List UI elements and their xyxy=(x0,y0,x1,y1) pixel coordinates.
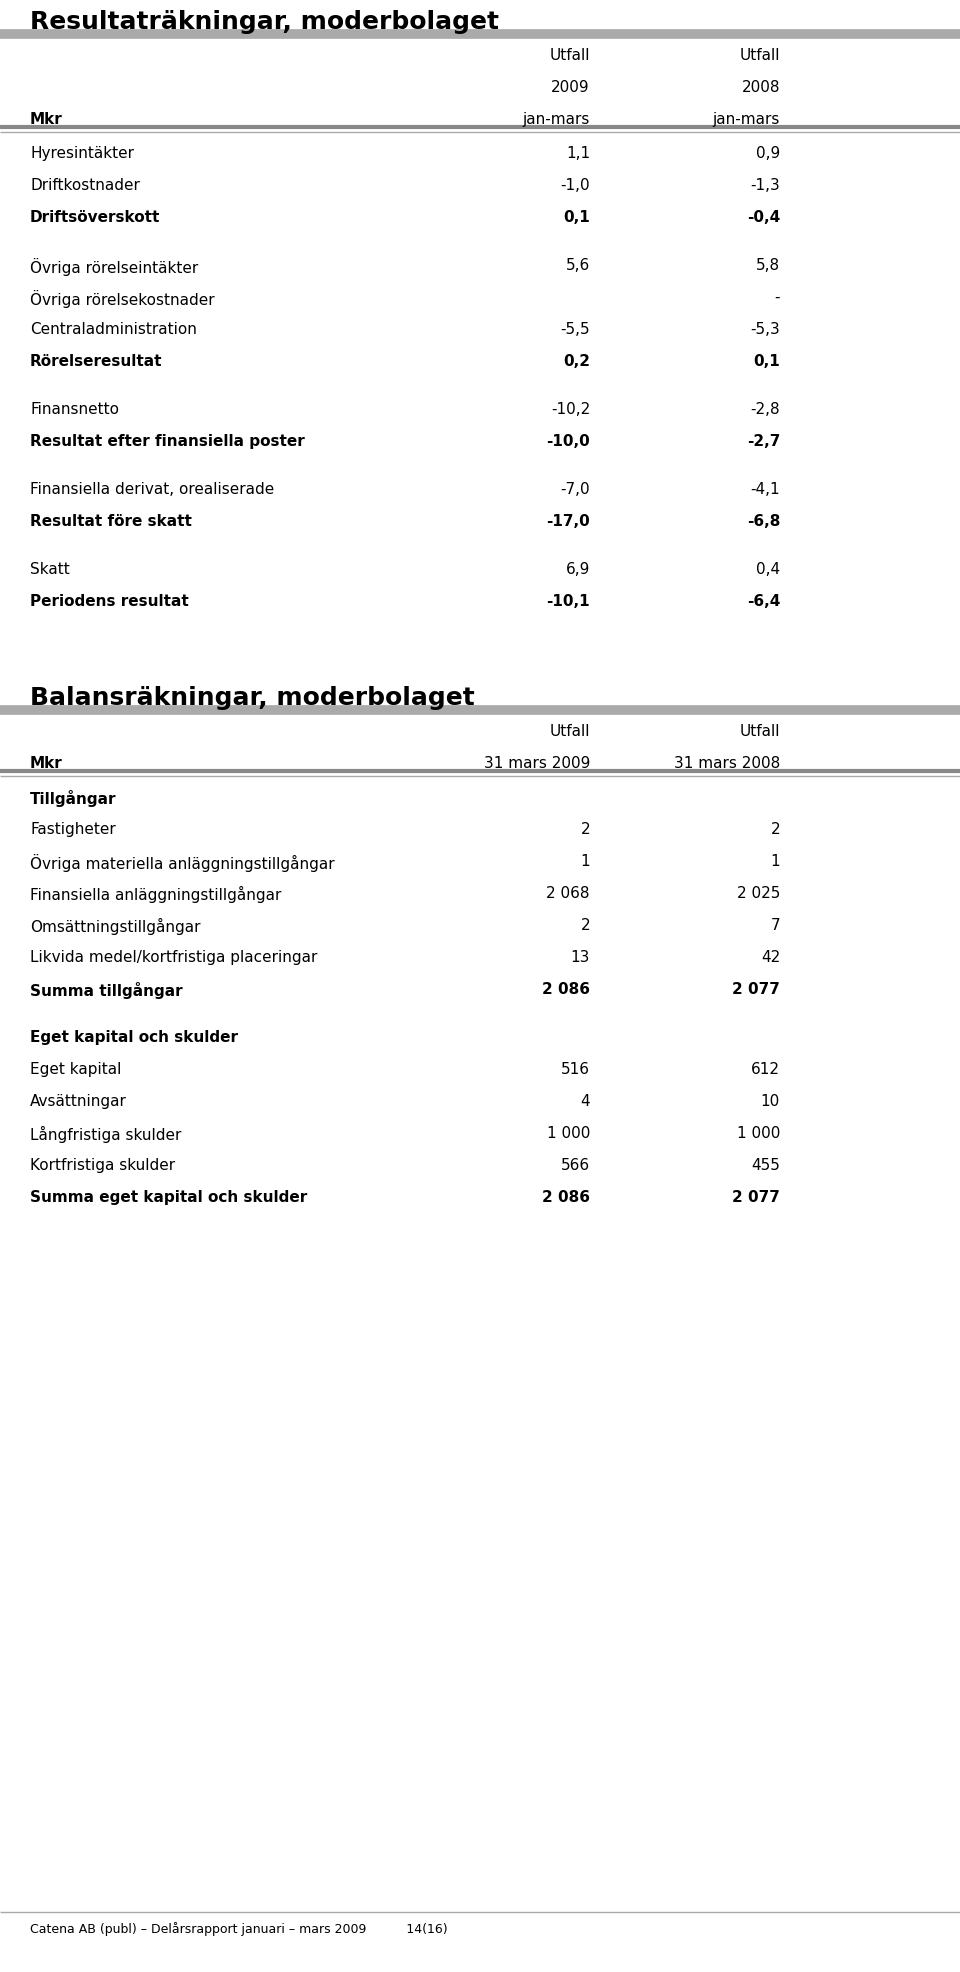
Text: Utfall: Utfall xyxy=(549,47,590,63)
Text: Resultat före skatt: Resultat före skatt xyxy=(30,515,192,528)
Text: 2009: 2009 xyxy=(551,81,590,95)
Text: -10,0: -10,0 xyxy=(546,434,590,450)
Text: 2 086: 2 086 xyxy=(542,982,590,998)
Text: 455: 455 xyxy=(751,1158,780,1173)
Text: Resultaträkningar, moderbolaget: Resultaträkningar, moderbolaget xyxy=(30,10,499,34)
Text: Kortfristiga skulder: Kortfristiga skulder xyxy=(30,1158,175,1173)
Text: 516: 516 xyxy=(561,1063,590,1077)
Text: Mkr: Mkr xyxy=(30,755,62,771)
Text: Eget kapital och skulder: Eget kapital och skulder xyxy=(30,1029,238,1045)
Text: -5,3: -5,3 xyxy=(751,321,780,337)
Text: 1 000: 1 000 xyxy=(736,1126,780,1142)
Text: Tillgångar: Tillgångar xyxy=(30,791,116,807)
Text: Resultat efter finansiella poster: Resultat efter finansiella poster xyxy=(30,434,304,450)
Text: 31 mars 2009: 31 mars 2009 xyxy=(484,755,590,771)
Text: Driftsöverskott: Driftsöverskott xyxy=(30,209,160,225)
Text: 7: 7 xyxy=(770,919,780,933)
Text: -17,0: -17,0 xyxy=(546,515,590,528)
Text: Finansiella derivat, orealiserade: Finansiella derivat, orealiserade xyxy=(30,481,275,497)
Text: 2 077: 2 077 xyxy=(732,1189,780,1205)
Text: 10: 10 xyxy=(760,1094,780,1108)
Text: Eget kapital: Eget kapital xyxy=(30,1063,121,1077)
Text: 0,4: 0,4 xyxy=(756,562,780,578)
Text: Hyresintäkter: Hyresintäkter xyxy=(30,146,134,162)
Text: 1,1: 1,1 xyxy=(565,146,590,162)
Text: Övriga rörelsekostnader: Övriga rörelsekostnader xyxy=(30,290,215,308)
Text: Utfall: Utfall xyxy=(549,724,590,740)
Text: 31 mars 2008: 31 mars 2008 xyxy=(674,755,780,771)
Text: 566: 566 xyxy=(561,1158,590,1173)
Text: 2: 2 xyxy=(581,919,590,933)
Text: 5,8: 5,8 xyxy=(756,258,780,272)
Text: Likvida medel/kortfristiga placeringar: Likvida medel/kortfristiga placeringar xyxy=(30,951,318,964)
Text: 0,2: 0,2 xyxy=(563,355,590,369)
Text: Catena AB (publ) – Delårsrapport januari – mars 2009          14(16): Catena AB (publ) – Delårsrapport januari… xyxy=(30,1923,447,1937)
Text: -10,1: -10,1 xyxy=(546,594,590,609)
Text: 0,1: 0,1 xyxy=(564,209,590,225)
Text: jan-mars: jan-mars xyxy=(712,112,780,126)
Text: Centraladministration: Centraladministration xyxy=(30,321,197,337)
Text: Balansräkningar, moderbolaget: Balansräkningar, moderbolaget xyxy=(30,686,475,710)
Text: 2008: 2008 xyxy=(741,81,780,95)
Text: Summa eget kapital och skulder: Summa eget kapital och skulder xyxy=(30,1189,307,1205)
Text: Övriga materiella anläggningstillgångar: Övriga materiella anläggningstillgångar xyxy=(30,854,335,872)
Text: -6,4: -6,4 xyxy=(747,594,780,609)
Text: 4: 4 xyxy=(581,1094,590,1108)
Text: 2 025: 2 025 xyxy=(736,885,780,901)
Text: Mkr: Mkr xyxy=(30,112,62,126)
Text: 6,9: 6,9 xyxy=(565,562,590,578)
Text: 2 068: 2 068 xyxy=(546,885,590,901)
Text: -7,0: -7,0 xyxy=(561,481,590,497)
Text: -0,4: -0,4 xyxy=(747,209,780,225)
Text: -2,8: -2,8 xyxy=(751,402,780,416)
Text: 2: 2 xyxy=(581,822,590,836)
Text: 0,1: 0,1 xyxy=(754,355,780,369)
Text: 1: 1 xyxy=(581,854,590,870)
Text: -2,7: -2,7 xyxy=(747,434,780,450)
Text: Utfall: Utfall xyxy=(739,724,780,740)
Text: -6,8: -6,8 xyxy=(747,515,780,528)
Text: 13: 13 xyxy=(570,951,590,964)
Text: Driftkostnader: Driftkostnader xyxy=(30,177,140,193)
Text: jan-mars: jan-mars xyxy=(522,112,590,126)
Text: 1: 1 xyxy=(770,854,780,870)
Text: Finansiella anläggningstillgångar: Finansiella anläggningstillgångar xyxy=(30,885,281,903)
Text: Avsättningar: Avsättningar xyxy=(30,1094,127,1108)
Text: Långfristiga skulder: Långfristiga skulder xyxy=(30,1126,181,1144)
Text: Omsättningstillgångar: Omsättningstillgångar xyxy=(30,919,201,935)
Text: 0,9: 0,9 xyxy=(756,146,780,162)
Text: -5,5: -5,5 xyxy=(561,321,590,337)
Text: Skatt: Skatt xyxy=(30,562,70,578)
Text: -4,1: -4,1 xyxy=(751,481,780,497)
Text: 612: 612 xyxy=(751,1063,780,1077)
Text: Summa tillgångar: Summa tillgångar xyxy=(30,982,182,1000)
Text: -1,3: -1,3 xyxy=(751,177,780,193)
Text: -: - xyxy=(775,290,780,306)
Text: Finansnetto: Finansnetto xyxy=(30,402,119,416)
Text: -10,2: -10,2 xyxy=(551,402,590,416)
Text: 1 000: 1 000 xyxy=(546,1126,590,1142)
Text: 42: 42 xyxy=(760,951,780,964)
Text: 5,6: 5,6 xyxy=(565,258,590,272)
Text: Rörelseresultat: Rörelseresultat xyxy=(30,355,162,369)
Text: 2 077: 2 077 xyxy=(732,982,780,998)
Text: Utfall: Utfall xyxy=(739,47,780,63)
Text: -1,0: -1,0 xyxy=(561,177,590,193)
Text: Övriga rörelseintäkter: Övriga rörelseintäkter xyxy=(30,258,199,276)
Text: Fastigheter: Fastigheter xyxy=(30,822,116,836)
Text: 2 086: 2 086 xyxy=(542,1189,590,1205)
Text: 2: 2 xyxy=(770,822,780,836)
Text: Periodens resultat: Periodens resultat xyxy=(30,594,189,609)
